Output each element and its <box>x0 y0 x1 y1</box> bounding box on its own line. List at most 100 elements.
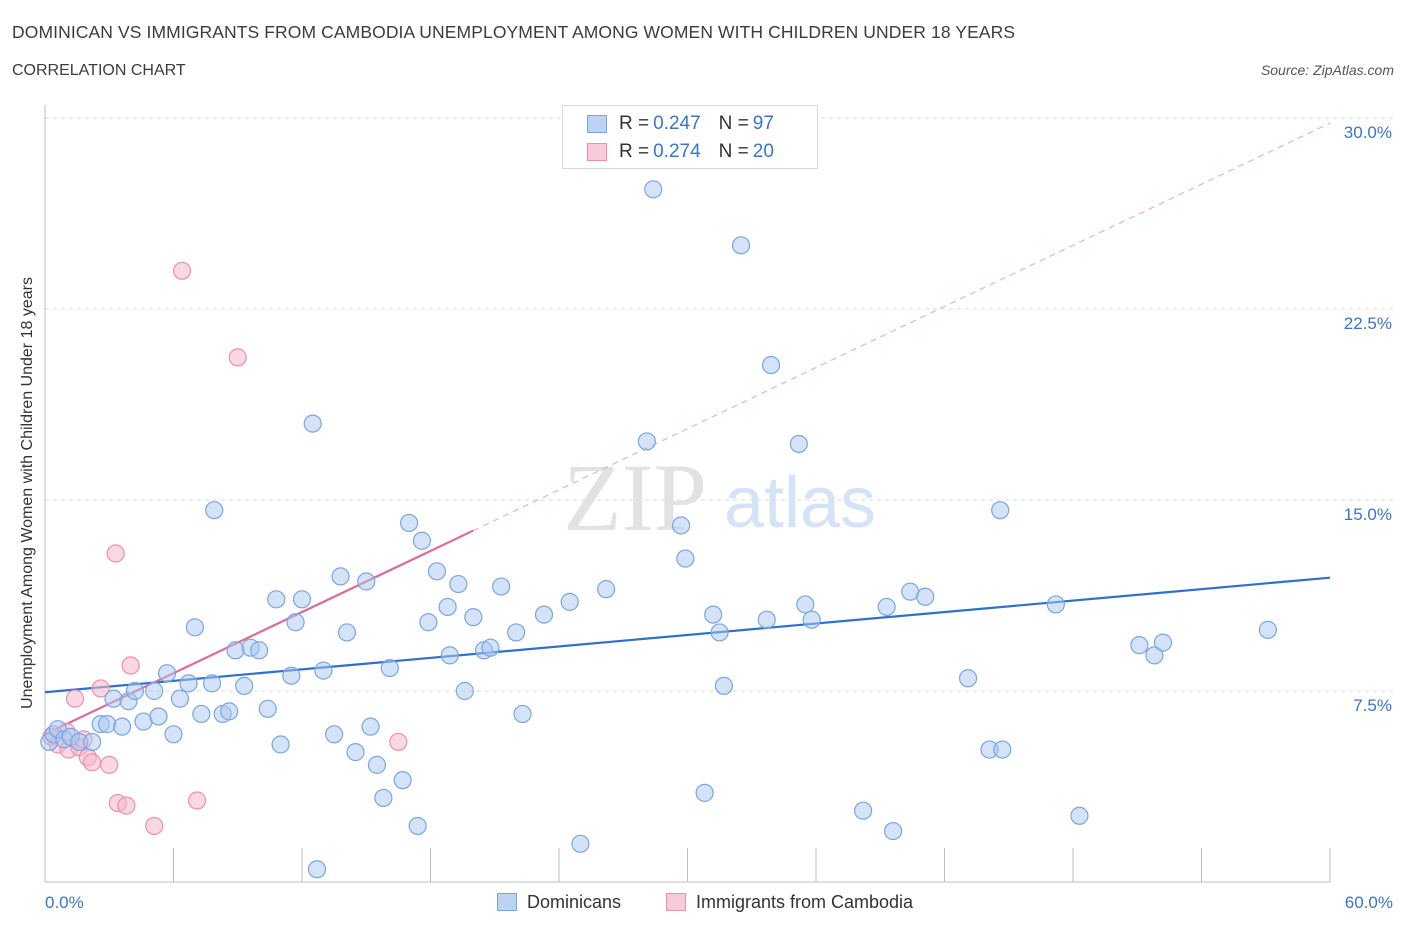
legend-n-label: N = <box>718 113 749 134</box>
data-point-dominicans <box>125 681 145 701</box>
data-point-dominicans <box>464 608 483 627</box>
data-point-dominicans <box>438 597 457 617</box>
legend-row-cambodia: R = 0.274 N = 20 <box>587 139 774 165</box>
legend-n-value: 97 <box>752 113 774 134</box>
data-point-dominicans <box>796 595 815 614</box>
data-point-dominicans <box>346 743 365 762</box>
x-tick-label: 0.0% <box>45 893 84 912</box>
data-point-dominicans <box>112 717 132 736</box>
data-point-dominicans <box>731 236 751 255</box>
y-tick-label: 7.5% <box>1353 696 1392 715</box>
data-point-dominicans <box>710 623 729 642</box>
data-point-dominicans <box>534 605 554 624</box>
data-point-dominicans <box>761 355 781 375</box>
chart-title: DOMINICAN VS IMMIGRANTS FROM CAMBODIA UN… <box>12 22 1016 42</box>
data-point-dominicans <box>282 666 301 685</box>
bottom-legend-label: Dominicans <box>527 891 622 912</box>
watermark-zip: ZIP <box>563 444 707 551</box>
data-point-dominicans <box>205 501 224 520</box>
grid-lines <box>45 117 1395 692</box>
data-point-dominicans <box>149 707 168 726</box>
data-point-dominicans <box>481 638 500 657</box>
data-point-dominicans <box>789 434 808 454</box>
data-point-dominicans <box>455 681 474 701</box>
data-point-cambodia <box>228 348 247 367</box>
data-point-dominicans <box>361 717 380 736</box>
legend-swatch-pink <box>587 143 607 161</box>
data-point-dominicans <box>571 834 590 853</box>
data-point-dominicans <box>192 704 211 724</box>
data-point-dominicans <box>226 641 245 660</box>
data-point-dominicans <box>560 592 579 611</box>
data-point-dominicans <box>258 699 277 718</box>
legend-r-value: 0.274 <box>653 141 701 162</box>
bottom-legend-dominicans: Dominicans <box>497 888 621 916</box>
data-point-dominicans <box>250 641 269 660</box>
data-point-cambodia <box>389 732 408 752</box>
data-point-dominicans <box>325 725 344 744</box>
data-point-dominicans <box>1130 636 1149 655</box>
bottom-legend-swatch-blue <box>497 893 517 911</box>
data-point-cambodia <box>172 261 192 280</box>
data-point-dominicans <box>714 676 734 696</box>
data-point-cambodia <box>100 755 119 774</box>
bottom-legend-swatch-pink <box>666 893 686 911</box>
bottom-legend-label: Immigrants from Cambodia <box>696 891 914 912</box>
legend-n-value: 20 <box>752 141 774 162</box>
data-point-dominicans <box>644 180 663 199</box>
data-point-cambodia <box>121 656 140 675</box>
data-point-dominicans <box>292 590 312 609</box>
data-point-dominicans <box>157 664 177 683</box>
data-point-dominicans <box>993 740 1012 759</box>
correlation-legend: R = 0.247 N = 97 R = 0.274 N = 20 <box>562 105 818 169</box>
data-point-dominicans <box>1153 633 1173 652</box>
legend-n-label: N = <box>718 141 749 162</box>
data-point-dominicans <box>513 704 532 724</box>
data-point-dominicans <box>427 562 447 581</box>
series-dominicans <box>40 180 1277 879</box>
bottom-legend-cambodia: Immigrants from Cambodia <box>666 888 913 916</box>
chart-subtitle: CORRELATION CHART <box>12 62 186 79</box>
y-tick-label: 22.5% <box>1344 314 1392 333</box>
data-point-dominicans <box>695 783 714 802</box>
tick-labels: 7.5% 15.0% 22.5% 30.0% 0.0% 60.0% <box>45 123 1393 912</box>
legend-r-label: R = <box>619 113 650 134</box>
data-point-dominicans <box>757 610 776 629</box>
axes <box>44 105 1331 883</box>
data-point-dominicans <box>1070 806 1089 825</box>
data-point-dominicans <box>357 572 376 591</box>
data-point-dominicans <box>145 681 164 701</box>
data-point-dominicans <box>303 414 322 433</box>
data-point-dominicans <box>202 674 222 693</box>
data-point-dominicans <box>164 725 183 744</box>
data-point-dominicans <box>267 590 286 609</box>
data-point-cambodia <box>83 753 102 772</box>
data-point-dominicans <box>399 513 419 533</box>
data-point-dominicans <box>492 577 511 596</box>
data-point-cambodia <box>91 679 110 698</box>
data-point-dominicans <box>367 755 387 774</box>
watermark-atlas: atlas <box>724 463 876 543</box>
trendline-extension-cambodia <box>473 122 1331 532</box>
data-point-cambodia <box>187 791 207 810</box>
data-point-cambodia <box>145 816 164 836</box>
data-point-dominicans <box>1046 595 1065 614</box>
data-point-dominicans <box>307 860 327 879</box>
data-point-dominicans <box>83 732 102 752</box>
data-point-dominicans <box>704 605 723 624</box>
data-point-cambodia <box>106 544 125 563</box>
data-point-dominicans <box>802 610 821 629</box>
y-tick-label: 15.0% <box>1344 505 1392 524</box>
data-point-dominicans <box>991 501 1010 520</box>
data-point-dominicans <box>337 623 357 642</box>
legend-r-value: 0.247 <box>653 113 701 134</box>
data-point-dominicans <box>1145 646 1164 665</box>
data-point-dominicans <box>1258 620 1277 639</box>
data-point-dominicans <box>235 676 254 696</box>
data-point-dominicans <box>449 574 468 594</box>
data-point-dominicans <box>271 735 290 754</box>
data-point-dominicans <box>374 788 393 808</box>
trendline-dominicans <box>44 576 1331 694</box>
data-point-dominicans <box>440 646 459 665</box>
